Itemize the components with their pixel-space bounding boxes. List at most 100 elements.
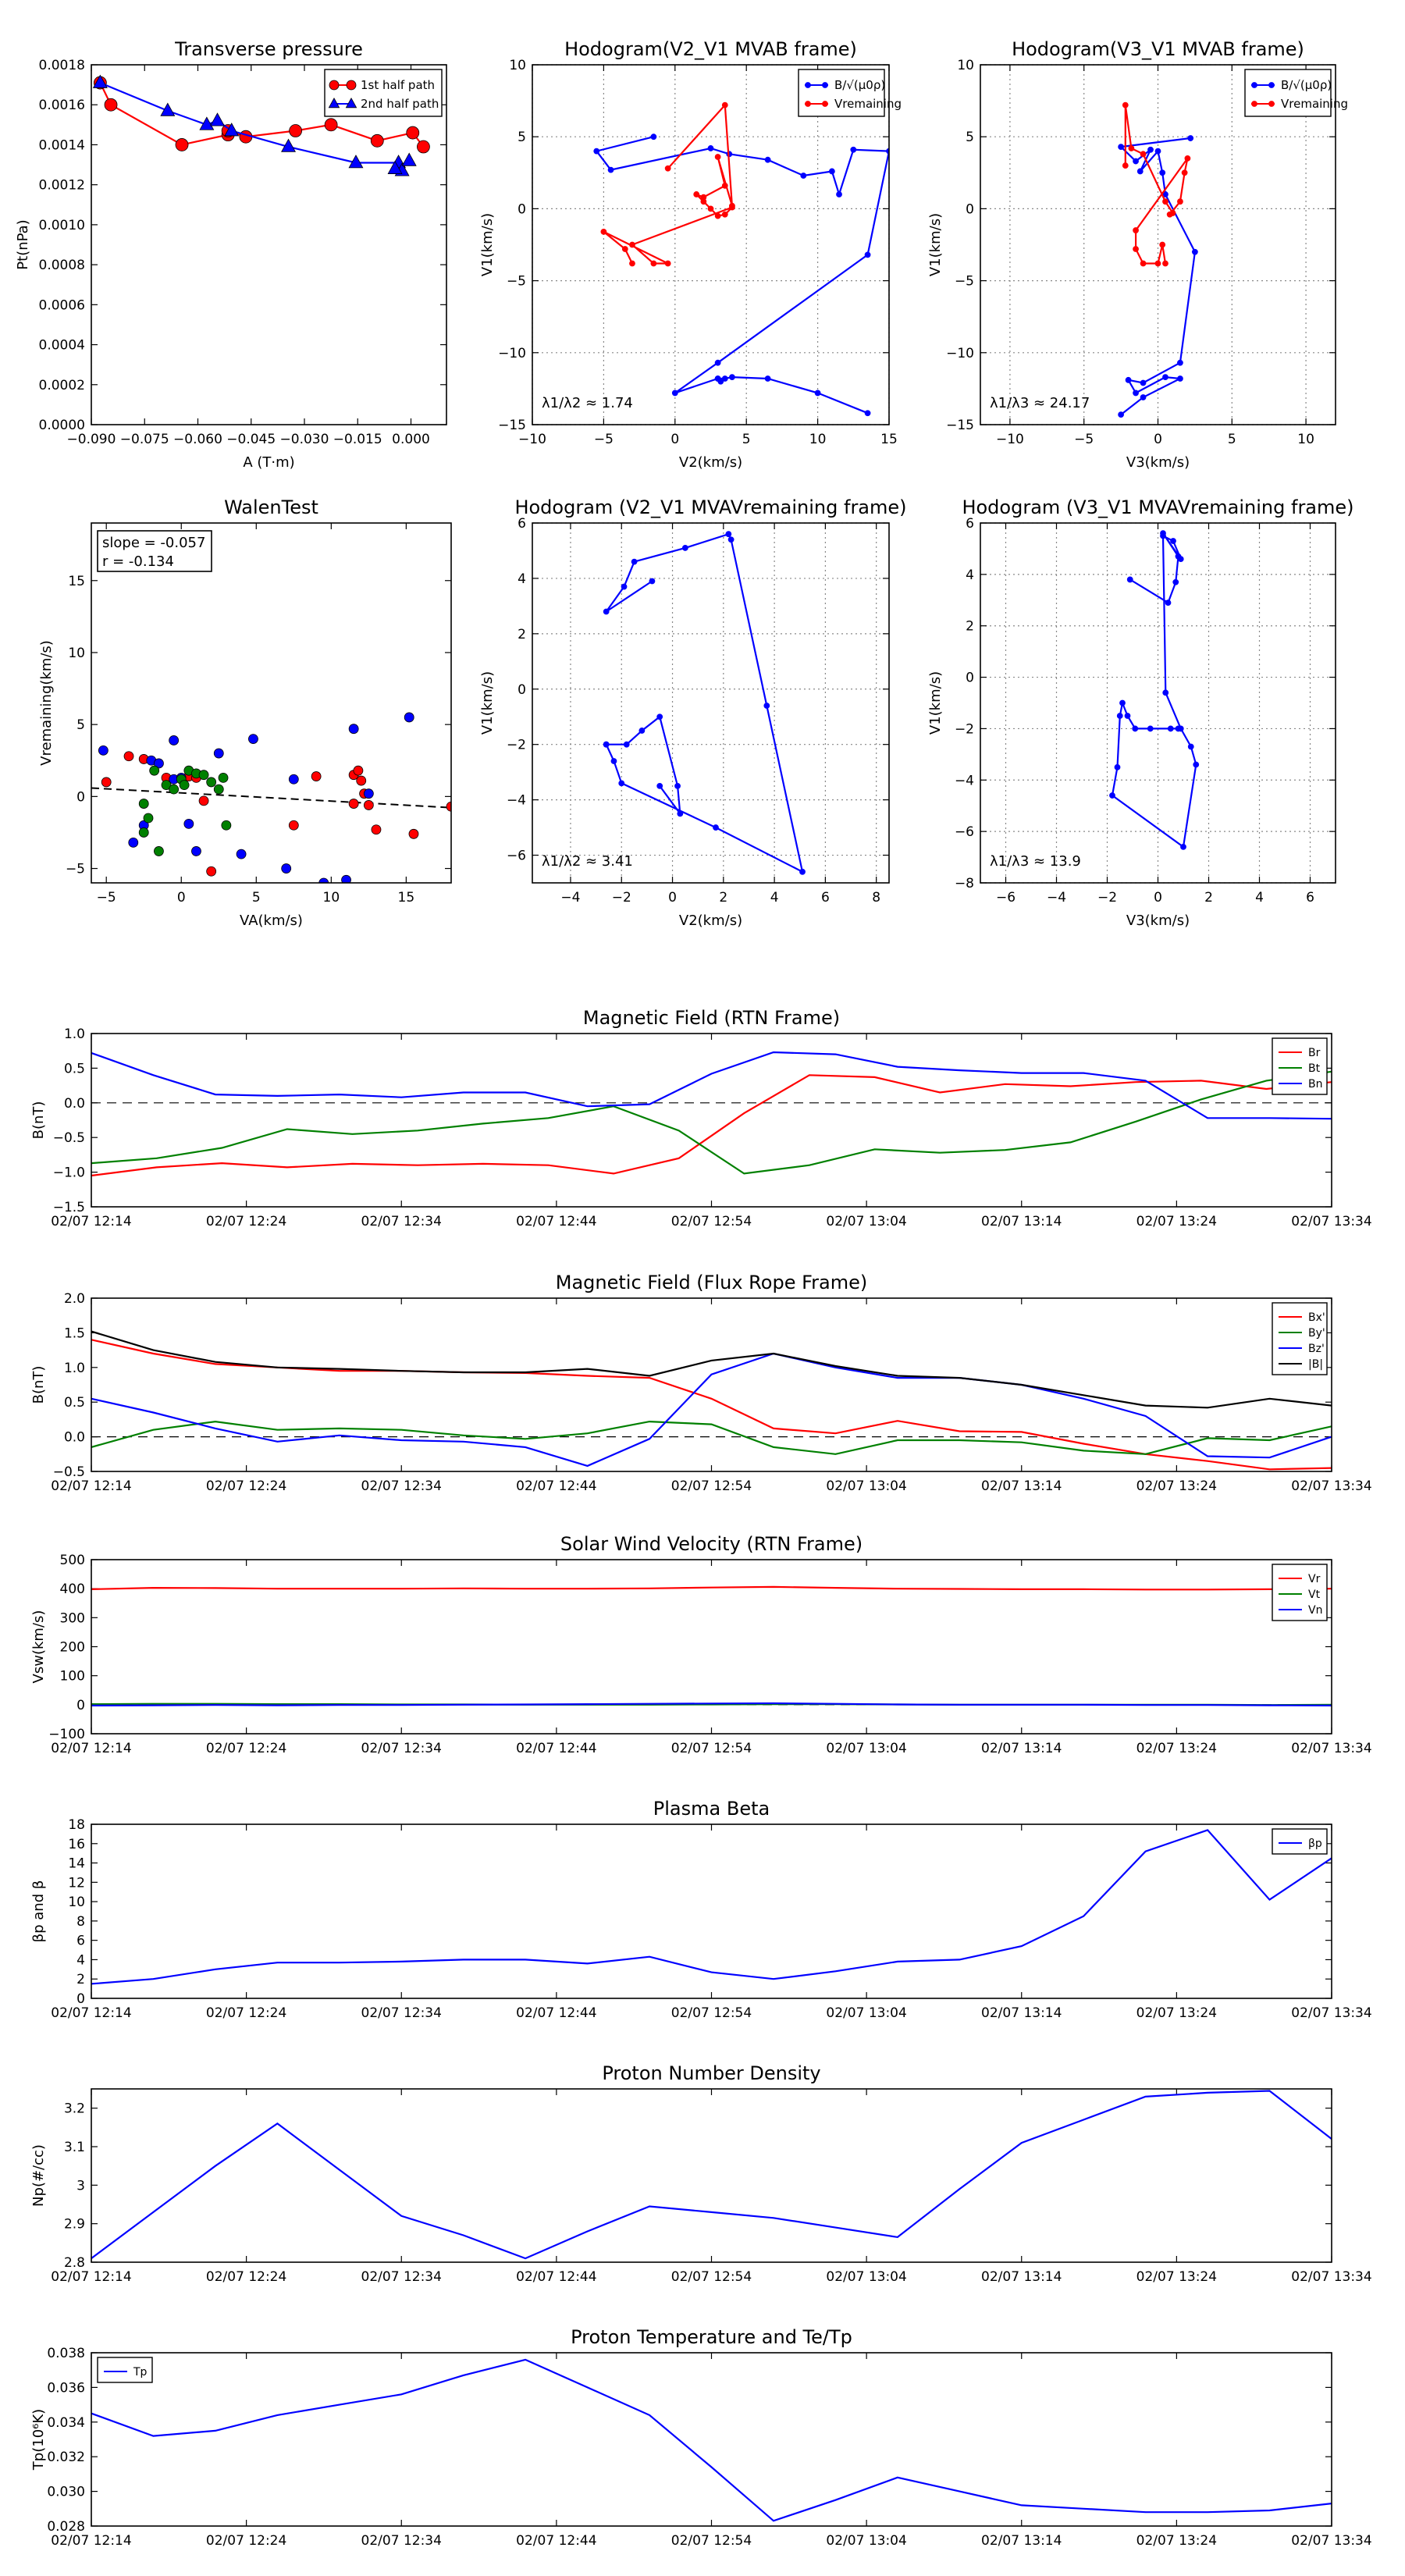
- hodogram-v2v1-mvav-series-0-point-9: [713, 824, 719, 831]
- hodogram-v2v1-mvav-xtick-label-3: 2: [719, 890, 727, 906]
- transverse-pressure-legend-0-point-a0: [329, 80, 340, 91]
- magnetic-field-flux-rope-ytick-label-5: 2.0: [64, 1291, 85, 1307]
- plasma-beta-xtick-label-7: 02/07 13:24: [1136, 2005, 1217, 2021]
- proton-temperature-title: Proton Temperature and Te/Tp: [571, 2326, 852, 2348]
- hodogram-v2v1-mvab-series-0: [593, 133, 889, 417]
- hodogram-v2v1-mvav-series-0-point-6: [727, 536, 735, 543]
- hodogram-v2v1-mvav-series-0-point-13: [603, 741, 610, 748]
- hodogram-v3v1-mvab-series-1-point-13: [1154, 260, 1161, 267]
- proton-number-density-xtick-label-2: 02/07 12:34: [361, 2269, 442, 2285]
- hodogram-v2v1-mvab-series-0-point-8: [836, 191, 842, 197]
- hodogram-v2v1-mvab-legend-0-point-a0: [805, 82, 811, 88]
- magnetic-field-flux-rope-xtick-label-0: 02/07 12:14: [51, 1478, 131, 1494]
- walen-test-series-2-point-8: [169, 784, 180, 795]
- magnetic-field-rtn-chart: Magnetic Field (RTN Frame) 02/07 12:14 02/…: [30, 1007, 1372, 1229]
- transverse-pressure-series-1-point-9: [387, 160, 403, 174]
- magnetic-field-flux-rope-series-1: [91, 1420, 1332, 1455]
- proton-number-density-series-0: [91, 2090, 1332, 2260]
- hodogram-v3v1-mvab-series-1-point-6: [1166, 211, 1173, 218]
- proton-temperature-xtick-label-2: 02/07 12:34: [361, 2533, 442, 2549]
- hodogram-v3v1-mvab-ytick-label-5: 10: [957, 58, 974, 73]
- hodogram-v3v1-mvab-xtick-label-2: 0: [1154, 432, 1162, 447]
- magnetic-field-flux-rope-legend-label-2: Bz': [1308, 1343, 1325, 1355]
- solar-wind-velocity-series-2: [91, 1702, 1332, 1706]
- magnetic-field-flux-rope-legend-label-0: Bx': [1308, 1311, 1325, 1324]
- hodogram-v2v1-mvab-xtick-label-3: 5: [742, 432, 751, 447]
- hodogram-v2v1-mvav-series-0-line: [604, 532, 804, 873]
- hodogram-v2v1-mvab-series-0-point-21: [864, 410, 871, 417]
- solar-wind-velocity-legend-label-2: Vn: [1308, 1604, 1322, 1617]
- transverse-pressure-xtick-label-3: −0.045: [226, 432, 276, 447]
- proton-temperature-xtick-label-7: 02/07 13:24: [1136, 2533, 1217, 2549]
- proton-temperature-ytick-label-5: 0.038: [47, 2346, 85, 2361]
- walen-test-frame: [91, 522, 452, 884]
- solar-wind-velocity-ytick-label-4: 300: [60, 1610, 85, 1626]
- walen-test-series-2-point-5: [161, 780, 172, 791]
- transverse-pressure-ytick-label-5: 0.0010: [39, 218, 85, 233]
- hodogram-v2v1-mvab-ytick-label-3: 0: [518, 201, 526, 217]
- hodogram-v3v1-mvab-ytick-label-3: 0: [966, 201, 974, 217]
- proton-temperature-chart: Proton Temperature and Te/Tp 02/07 12:14 0…: [30, 2326, 1372, 2549]
- hodogram-v3v1-mvav-series-0-point-15: [1116, 713, 1123, 719]
- transverse-pressure-legend-box: [324, 69, 443, 117]
- hodogram-v3v1-mvab-chart: Hodogram(V3_V1 MVAB frame) −10 −5 0 5 10 −15 −1…: [927, 38, 1348, 471]
- proton-number-density-xtick-label-4: 02/07 12:54: [671, 2269, 752, 2285]
- walen-test-series-0-point-17: [408, 828, 419, 839]
- walen-test-series-1-point-9: [191, 846, 201, 856]
- hodogram-v2v1-mvab-series-0-point-9: [850, 146, 857, 153]
- hodogram-v3v1-mvav-xtick-label-3: 0: [1154, 890, 1162, 906]
- hodogram-v2v1-mvav-xtick-label-2: 0: [668, 890, 677, 906]
- magnetic-field-flux-rope-xtick-label-7: 02/07 13:24: [1136, 1478, 1217, 1494]
- walen-test-series-1-point-12: [248, 734, 258, 744]
- hodogram-v3v1-mvav-ytick-label-6: 4: [966, 568, 974, 583]
- proton-number-density-xtick-label-5: 02/07 13:04: [826, 2269, 906, 2285]
- walen-test-annotation-1: r = -0.134: [102, 553, 174, 570]
- proton-temperature-xtick-label-4: 02/07 12:54: [671, 2533, 752, 2549]
- hodogram-v2v1-mvav-series-0-point-3: [631, 558, 638, 565]
- hodogram-v3v1-mvab-series-1-line: [1124, 105, 1189, 265]
- hodogram-v2v1-mvav-title: Hodogram (V2_V1 MVAVremaining frame): [514, 496, 906, 518]
- hodogram-v2v1-mvav-series-0-point-17: [674, 782, 681, 789]
- hodogram-v3v1-mvab-series-0-point-12: [1133, 390, 1139, 397]
- transverse-pressure-series-1-point-1: [160, 102, 176, 116]
- hodogram-v2v1-mvab-series-1-point-0: [664, 165, 671, 172]
- hodogram-v2v1-mvav-series-0-point-1: [603, 608, 610, 615]
- walen-test-series-2-point-9: [179, 780, 190, 791]
- walen-test-series-2-point-11: [198, 770, 209, 781]
- proton-number-density-ytick-label-4: 3.2: [64, 2101, 85, 2117]
- walen-test-series-0-point-7: [206, 866, 217, 877]
- hodogram-v2v1-mvav-series-0-point-15: [638, 728, 646, 734]
- solar-wind-velocity-ytick-label-6: 500: [60, 1553, 85, 1568]
- hodogram-v2v1-mvab-xtick-label-4: 10: [809, 432, 827, 447]
- walen-test-series-0-point-0: [101, 777, 112, 788]
- transverse-pressure-series-1-point-5: [281, 138, 297, 152]
- transverse-pressure-series-0-point-10: [417, 140, 430, 154]
- hodogram-v3v1-mvab-series-0-point-9: [1177, 359, 1183, 366]
- solar-wind-velocity-xtick-label-7: 02/07 13:24: [1136, 1741, 1217, 1756]
- hodogram-v3v1-mvav-xtick-label-2: −2: [1097, 890, 1117, 906]
- transverse-pressure-series-0-point-8: [370, 133, 384, 148]
- hodogram-v2v1-mvab-legend-label-1: Vremaining: [834, 97, 902, 111]
- proton-temperature-xtick-label-0: 02/07 12:14: [51, 2533, 131, 2549]
- transverse-pressure-xtick-label-4: −0.030: [280, 432, 329, 447]
- hodogram-v3v1-mvab-series-1-point-8: [1181, 169, 1188, 176]
- hodogram-v3v1-mvab-legend-1-point-b1: [1268, 101, 1275, 107]
- hodogram-v3v1-mvav-series-0-point-10: [1187, 743, 1194, 750]
- walen-test-series-2-point-2: [149, 765, 160, 776]
- magnetic-field-flux-rope-xtick-label-6: 02/07 13:14: [981, 1478, 1062, 1494]
- magnetic-field-flux-rope-ytick-label-0: −0.5: [53, 1464, 85, 1480]
- walen-test-series-1-point-8: [183, 818, 194, 829]
- hodogram-v3v1-mvav-series-0-point-20: [1167, 725, 1174, 732]
- magnetic-field-flux-rope-xtick-label-3: 02/07 12:44: [516, 1478, 596, 1494]
- proton-temperature-xtick-label-6: 02/07 13:14: [981, 2533, 1062, 2549]
- hodogram-v3v1-mvab-series-1-point-11: [1133, 246, 1139, 252]
- magnetic-field-rtn-series-2: [91, 1051, 1332, 1120]
- proton-temperature-legend-label-0: Tp: [133, 2366, 148, 2379]
- transverse-pressure-series-1-point-4: [224, 123, 240, 137]
- transverse-pressure-series-0-point-6: [289, 124, 303, 137]
- hodogram-v3v1-mvab-series-0-point-8: [1191, 248, 1198, 255]
- proton-temperature-xtick-label-5: 02/07 13:04: [826, 2533, 906, 2549]
- transverse-pressure-series-1-point-2: [199, 116, 215, 130]
- magnetic-field-rtn-legend-label-0: Br: [1308, 1047, 1321, 1059]
- hodogram-v3v1-mvav-series-0-point-8: [1162, 689, 1169, 696]
